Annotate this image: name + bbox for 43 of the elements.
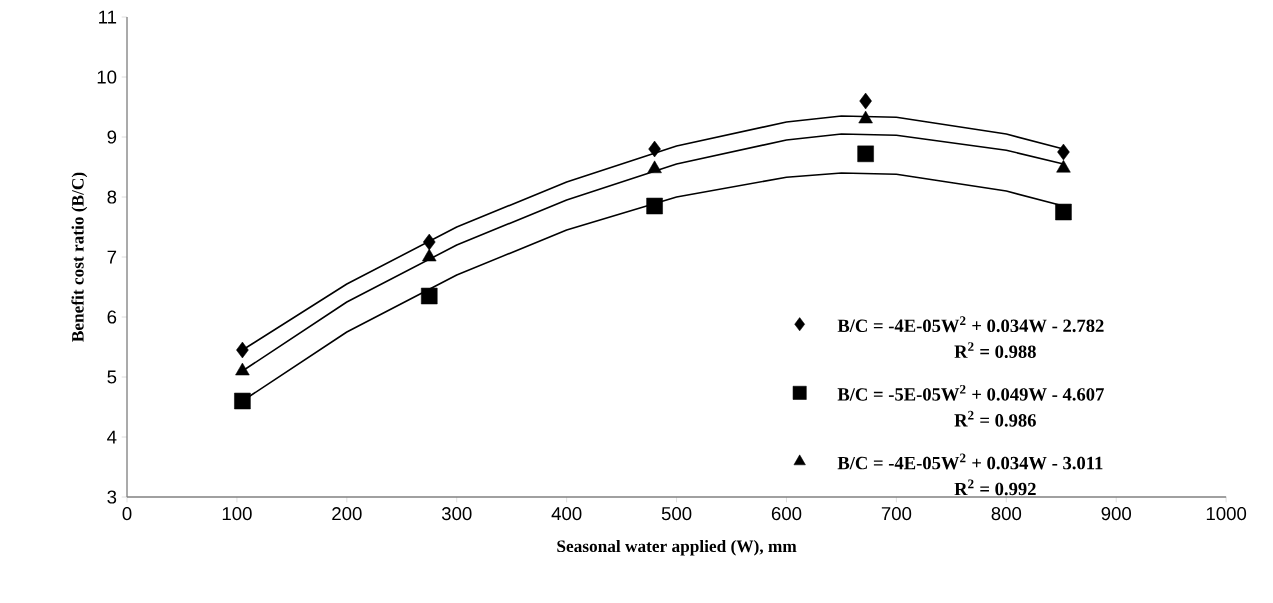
y-tick-label: 3 bbox=[107, 490, 117, 504]
annotation: R$^{2}$ = 0.992 bbox=[954, 479, 1036, 496]
point bbox=[646, 197, 663, 215]
x-tick-label: 100 bbox=[222, 507, 252, 521]
legend-label: B/C = -5E-05W$^{2}$ + 0.049W - 4.607 bbox=[837, 385, 1104, 401]
y-tick-label: 6 bbox=[107, 310, 117, 324]
point bbox=[647, 160, 662, 174]
point bbox=[1055, 203, 1072, 221]
y-tick-label: 4 bbox=[107, 430, 117, 444]
point bbox=[234, 392, 251, 410]
y-axis-title: Benefit cost ratio (B/C) bbox=[71, 172, 88, 342]
y-tick-label: 11 bbox=[99, 10, 117, 24]
point bbox=[1056, 160, 1071, 173]
point bbox=[235, 362, 250, 376]
point bbox=[423, 233, 436, 251]
y-tick-label: 7 bbox=[107, 250, 117, 264]
x-axis-title: Seasonal water applied (W), mm bbox=[557, 540, 797, 556]
y-tick-label: 9 bbox=[107, 130, 117, 144]
point bbox=[422, 248, 437, 262]
point bbox=[648, 140, 661, 158]
x-tick-label: 700 bbox=[881, 507, 912, 521]
point bbox=[421, 287, 438, 305]
point bbox=[859, 92, 872, 110]
x-tick-label: 400 bbox=[551, 507, 582, 521]
point bbox=[858, 110, 873, 124]
x-tick-label: 900 bbox=[1101, 507, 1132, 521]
y-tick-label: 8 bbox=[107, 190, 117, 204]
point bbox=[236, 341, 249, 359]
point bbox=[1057, 143, 1070, 161]
x-tick-label: 500 bbox=[661, 507, 692, 521]
x-tick-label: 800 bbox=[991, 507, 1022, 521]
x-tick-label: 600 bbox=[771, 507, 802, 521]
point bbox=[857, 145, 874, 163]
y-tick-label: 10 bbox=[97, 70, 117, 84]
x-tick-label: 200 bbox=[332, 507, 362, 521]
legend-label: B/C = -4E-05W$^{2}$ + 0.034W - 2.782 bbox=[837, 316, 1104, 333]
x-tick-label: 1000 bbox=[1206, 507, 1247, 521]
x-tick-label: 300 bbox=[441, 507, 472, 521]
annotation: R$^{2}$ = 0.986 bbox=[954, 410, 1036, 427]
y-tick-label: 5 bbox=[107, 370, 117, 384]
x-tick-label: 0 bbox=[122, 507, 132, 521]
annotation: R$^{2}$ = 0.988 bbox=[954, 342, 1036, 359]
legend-label: B/C = -4E-05W$^{2}$ + 0.034W - 3.011 bbox=[837, 453, 1103, 470]
